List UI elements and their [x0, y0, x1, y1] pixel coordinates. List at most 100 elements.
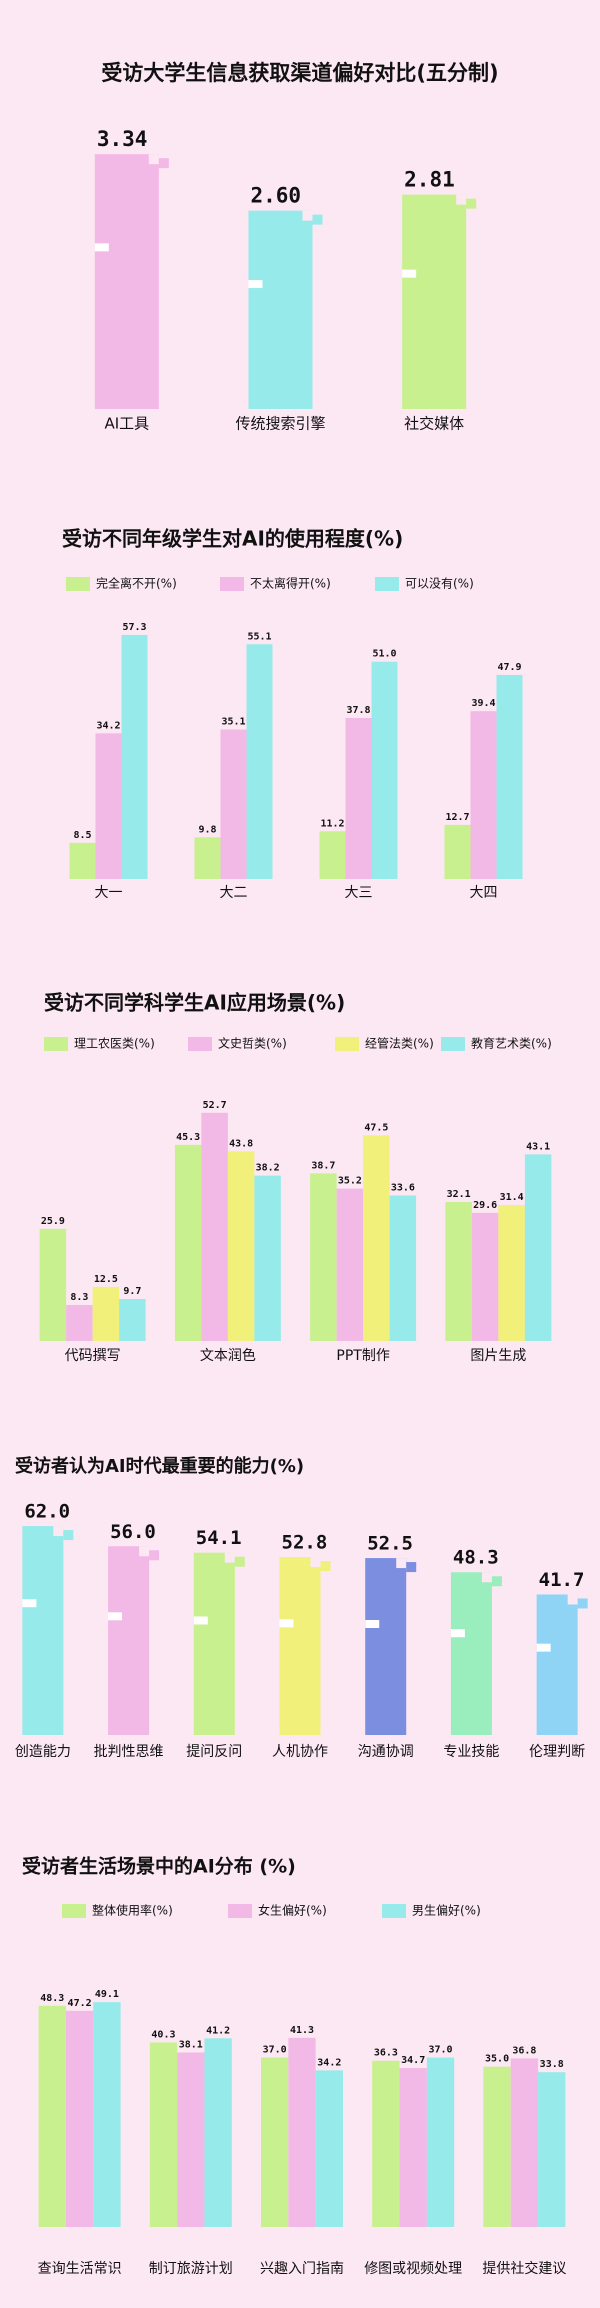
- pixel-decor: [63, 1530, 74, 1541]
- x-tick-label: 提供社交建议: [482, 2260, 566, 2277]
- bar: [193, 1552, 235, 1735]
- pixel-decor: [567, 1594, 578, 1605]
- bar: [22, 1526, 64, 1735]
- pixel-decor: [139, 1546, 150, 1557]
- x-tick-label: AI工具: [104, 415, 149, 433]
- pixel-decor: [481, 1572, 492, 1583]
- pixel-decor: [158, 158, 169, 169]
- pixel-decor: [536, 1643, 551, 1652]
- bar: [319, 831, 346, 879]
- x-tick-label: 提问反问: [186, 1744, 242, 1760]
- value-label: 38.7: [311, 1160, 335, 1171]
- pixel-decor: [224, 1552, 235, 1563]
- bar: [94, 154, 159, 409]
- chart-title: 受访不同年级学生对AI的使用程度(%): [62, 527, 403, 551]
- value-label: 9.7: [123, 1286, 141, 1297]
- x-tick-label: 大四: [470, 885, 498, 901]
- bar: [372, 2060, 400, 2227]
- legend-label: 女生偏好(%): [258, 1903, 327, 1918]
- pixel-decor: [466, 198, 477, 209]
- x-tick-label: 代码撰写: [65, 1348, 121, 1364]
- value-label: 8.5: [73, 830, 91, 841]
- value-label: 35.1: [221, 716, 245, 727]
- value-label: 41.3: [290, 2025, 314, 2036]
- legend-label: 整体使用率(%): [92, 1903, 173, 1918]
- legend-swatch: [441, 1037, 465, 1051]
- legend-swatch: [66, 577, 90, 591]
- bar: [108, 1546, 150, 1735]
- pixel-decor: [456, 194, 467, 205]
- legend-label: 不太离得开(%): [250, 576, 331, 591]
- x-tick-label: 图片生成: [470, 1348, 526, 1364]
- x-tick-label: 制订旅游计划: [149, 2261, 233, 2277]
- bar: [66, 1305, 93, 1341]
- value-label: 49.1: [95, 1989, 119, 2000]
- bar: [93, 2002, 121, 2227]
- x-tick-label: 沟通协调: [358, 1744, 414, 1760]
- value-label: 25.9: [41, 1216, 65, 1227]
- value-label: 41.2: [206, 2025, 230, 2036]
- value-label: 43.1: [526, 1141, 550, 1152]
- value-label: 37.0: [263, 2045, 287, 2056]
- legend-swatch: [335, 1037, 359, 1051]
- pixel-decor: [491, 1576, 502, 1587]
- value-label: 48.3: [40, 1993, 64, 2004]
- value-label: 32.1: [447, 1189, 471, 1200]
- value-label: 47.2: [68, 1998, 92, 2009]
- value-label: 43.8: [229, 1138, 253, 1149]
- value-label: 3.34: [97, 127, 148, 151]
- value-label: 11.2: [320, 818, 344, 829]
- pixel-decor: [310, 1557, 321, 1568]
- legend-label: 教育艺术类(%): [471, 1036, 552, 1051]
- bar: [510, 2058, 539, 2227]
- x-tick-label: 伦理判断: [529, 1744, 585, 1760]
- pixel-decor: [234, 1556, 245, 1567]
- chart-title: 受访不同学科学生AI应用场景(%): [44, 991, 345, 1015]
- bar: [201, 1112, 228, 1341]
- bar: [204, 2038, 232, 2227]
- pixel-decor: [279, 1619, 294, 1628]
- value-label: 52.8: [282, 1532, 328, 1554]
- value-label: 45.3: [176, 1132, 200, 1143]
- value-label: 31.4: [500, 1192, 524, 1203]
- chart-title: 受访者生活场景中的AI分布 (%): [22, 1855, 296, 1878]
- x-tick-label: 查询生活常识: [38, 2261, 122, 2277]
- chart-title: 受访大学生信息获取渠道偏好对比(五分制): [101, 61, 498, 85]
- pixel-decor: [22, 1599, 37, 1608]
- legend-swatch: [220, 577, 244, 591]
- pixel-decor: [577, 1598, 588, 1609]
- value-label: 40.3: [151, 2029, 175, 2040]
- bar: [389, 1195, 417, 1341]
- legend-swatch: [382, 1904, 406, 1918]
- legend-swatch: [44, 1037, 68, 1051]
- value-label: 37.0: [428, 2045, 452, 2056]
- bar: [65, 2010, 94, 2227]
- x-tick-label: 大一: [95, 885, 123, 901]
- bar: [363, 1135, 390, 1341]
- value-label: 8.3: [70, 1292, 88, 1303]
- bar: [345, 717, 372, 879]
- value-label: 38.2: [256, 1163, 280, 1174]
- bar: [177, 2052, 205, 2227]
- value-label: 47.9: [497, 662, 521, 673]
- bar: [471, 1212, 499, 1341]
- value-label: 12.5: [94, 1274, 118, 1285]
- bar: [496, 674, 523, 879]
- bar: [288, 2037, 316, 2227]
- legend-label: 可以没有(%): [405, 576, 474, 591]
- legend-swatch: [62, 1904, 86, 1918]
- bar: [445, 1202, 472, 1341]
- pixel-decor: [193, 1616, 208, 1625]
- x-tick-label: PPT制作: [336, 1348, 389, 1364]
- x-tick-label: 专业技能: [443, 1744, 499, 1760]
- bar: [402, 194, 467, 409]
- legend-label: 理工农医类(%): [74, 1037, 155, 1051]
- bar: [483, 2066, 511, 2227]
- bar: [39, 1228, 67, 1341]
- pixel-decor: [108, 1612, 123, 1621]
- legend-label: 文史哲类(%): [218, 1036, 287, 1051]
- bar: [149, 2042, 178, 2227]
- x-tick-label: 大三: [345, 885, 373, 901]
- bar: [365, 1558, 407, 1735]
- bar: [254, 1175, 281, 1341]
